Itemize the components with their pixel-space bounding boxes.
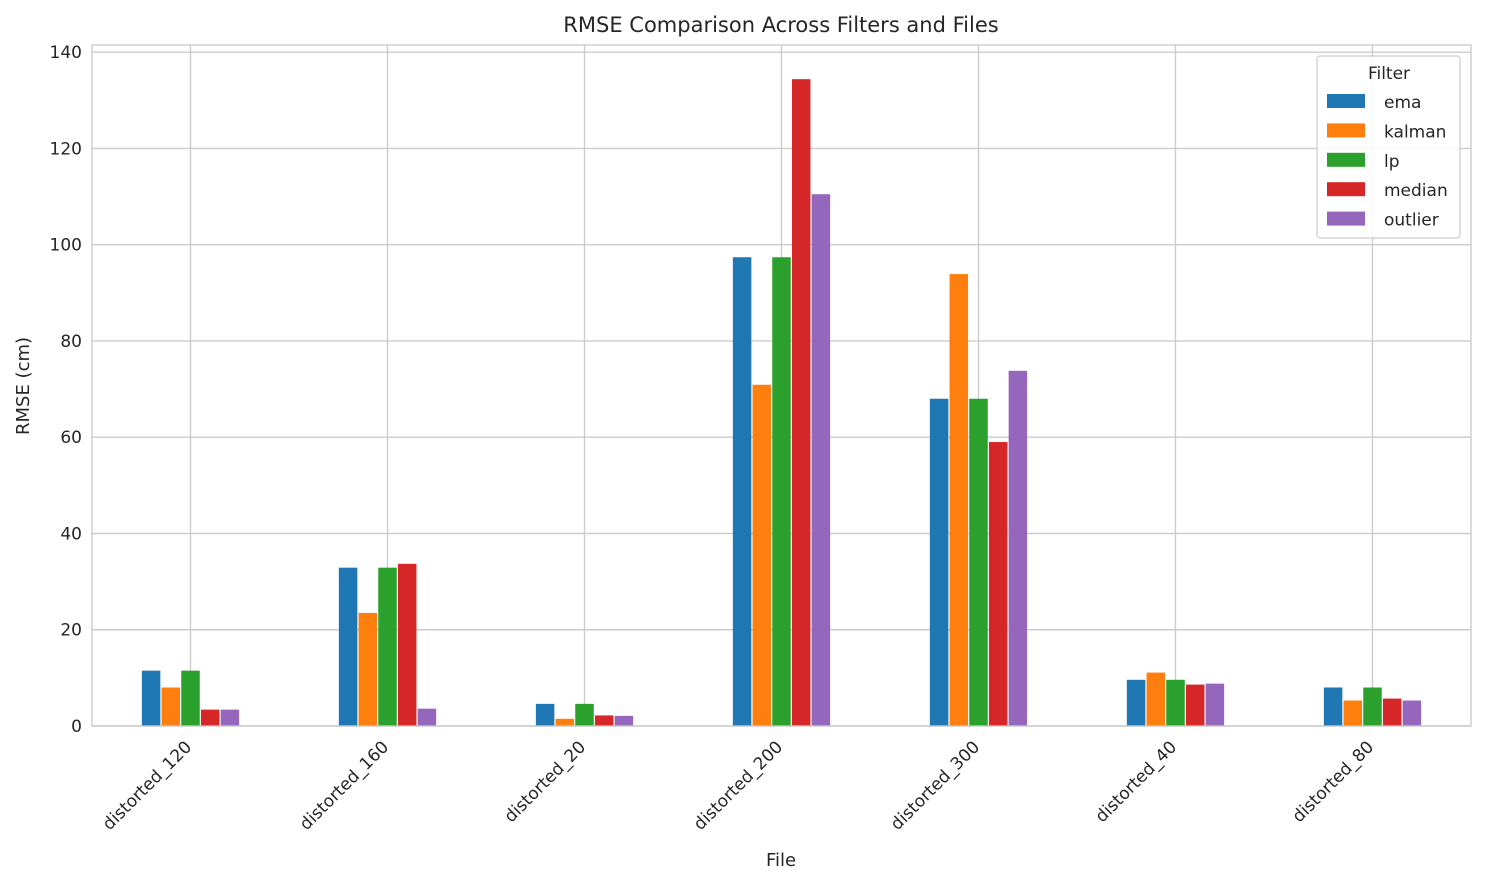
bar-lp-distorted_40: [1166, 679, 1185, 726]
y-tick-label: 80: [60, 332, 82, 352]
x-axis-label: File: [766, 850, 796, 871]
y-tick-label: 140: [50, 43, 82, 63]
x-tick-label: distorted_300: [887, 737, 984, 834]
legend-swatch-outlier: [1327, 211, 1365, 226]
bar-outlier-distorted_40: [1205, 683, 1225, 726]
bar-lp-distorted_120: [181, 670, 200, 726]
x-tick-labels: distorted_120 distorted_160 distorted_20 di…: [99, 737, 1378, 834]
legend-items: ema kalman lp median outlier: [1327, 93, 1448, 231]
x-tick-label: distorted_200: [690, 737, 787, 834]
bar-median-distorted_160: [397, 563, 417, 726]
y-tick-label: 120: [50, 139, 82, 159]
y-tick-label: 60: [60, 428, 82, 448]
bar-kalman-distorted_200: [752, 384, 772, 726]
bar-lp-distorted_80: [1363, 687, 1382, 726]
bar-ema-distorted_160: [338, 567, 358, 726]
legend-swatch-kalman: [1327, 123, 1365, 138]
y-tick-label: 0: [71, 717, 82, 737]
bar-outlier-distorted_200: [811, 194, 831, 727]
bar-outlier-distorted_80: [1402, 700, 1422, 726]
bar-outlier-distorted_20: [614, 715, 634, 726]
bar-median-distorted_120: [200, 709, 220, 726]
legend-label-median: median: [1384, 181, 1448, 201]
bar-median-distorted_200: [791, 79, 811, 727]
chart-title: RMSE Comparison Across Filters and Files: [563, 13, 998, 37]
bar-kalman-distorted_20: [555, 718, 575, 726]
bar-lp-distorted_160: [378, 567, 397, 726]
bar-ema-distorted_300: [929, 398, 949, 726]
bar-median-distorted_20: [594, 715, 614, 726]
y-tick-labels: 0 20 40 60 80 100 120 140: [50, 43, 82, 737]
legend-swatch-ema: [1327, 94, 1365, 108]
y-tick-label: 40: [60, 524, 82, 544]
bar-ema-distorted_80: [1323, 687, 1343, 726]
bar-median-distorted_300: [988, 442, 1008, 726]
legend-label-kalman: kalman: [1384, 122, 1446, 142]
y-tick-label: 20: [60, 621, 82, 641]
legend-label-lp: lp: [1384, 152, 1400, 172]
legend-swatch-median: [1327, 182, 1365, 197]
y-axis-label: RMSE (cm): [13, 337, 34, 435]
bar-kalman-distorted_300: [949, 274, 969, 726]
bar-ema-distorted_20: [535, 703, 555, 726]
bar-outlier-distorted_300: [1008, 370, 1028, 726]
legend-label-ema: ema: [1384, 93, 1421, 113]
bar-outlier-distorted_120: [220, 709, 240, 726]
bars: [141, 79, 1422, 727]
legend-title: Filter: [1368, 64, 1410, 84]
legend-swatch-lp: [1327, 152, 1365, 167]
bar-lp-distorted_300: [969, 398, 988, 726]
x-tick-label: distorted_20: [501, 737, 590, 826]
bar-kalman-distorted_160: [358, 612, 378, 726]
x-tick-label: distorted_160: [296, 737, 393, 834]
bar-kalman-distorted_80: [1343, 700, 1363, 726]
bar-lp-distorted_200: [772, 257, 791, 726]
bar-kalman-distorted_40: [1146, 672, 1166, 726]
bar-ema-distorted_120: [141, 670, 161, 726]
y-tick-label: 100: [50, 236, 82, 256]
bar-median-distorted_40: [1185, 684, 1205, 726]
legend-label-outlier: outlier: [1384, 211, 1439, 231]
bar-outlier-distorted_160: [417, 708, 437, 726]
legend: Filter ema kalman lp median outlier: [1316, 55, 1461, 239]
bar-median-distorted_80: [1382, 698, 1402, 726]
plot-frame: [91, 44, 1472, 727]
bar-lp-distorted_20: [575, 703, 594, 726]
x-tick-label: distorted_80: [1289, 737, 1378, 826]
bar-ema-distorted_200: [732, 257, 752, 726]
x-tick-label: distorted_120: [99, 737, 196, 834]
bar-ema-distorted_40: [1126, 679, 1146, 726]
bar-kalman-distorted_120: [161, 687, 181, 726]
x-tick-label: distorted_40: [1092, 737, 1181, 826]
